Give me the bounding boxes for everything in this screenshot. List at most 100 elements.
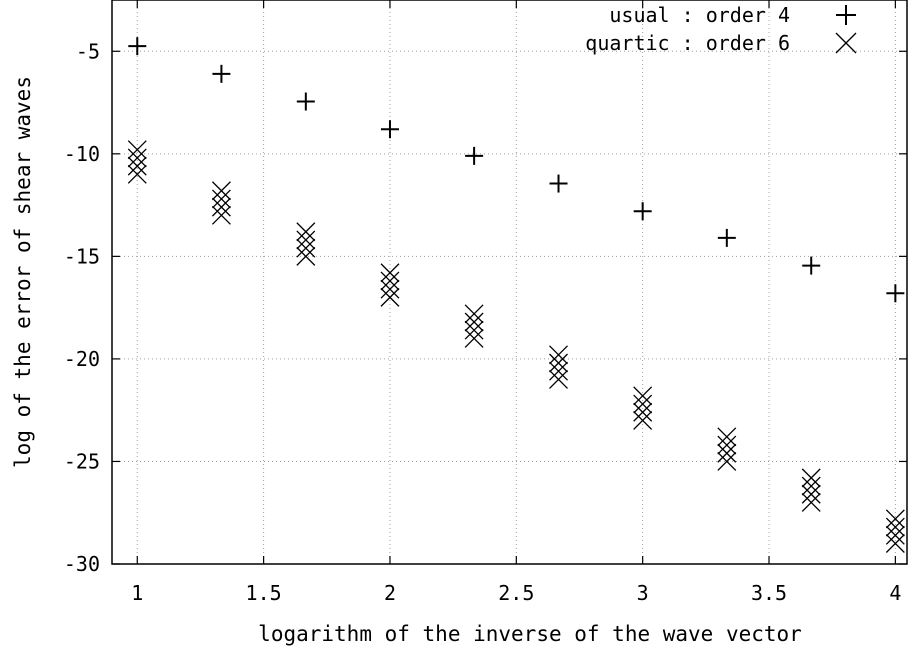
- grid-lines: [112, 0, 908, 565]
- data-points: [127, 37, 905, 553]
- x-axis-title: logarithm of the inverse of the wave vec…: [258, 622, 802, 646]
- y-tick-label: -25: [64, 449, 100, 473]
- cross-marker-b: [296, 246, 316, 266]
- cross-marker-b: [296, 222, 316, 242]
- x-tick-label: 3: [637, 581, 649, 605]
- x-tick-label: 4: [889, 581, 901, 605]
- data-point-cross: [717, 443, 737, 463]
- cross-marker-b: [464, 328, 484, 348]
- y-axis-title: log of the error of shear waves: [11, 76, 35, 468]
- cross-marker-b: [801, 493, 821, 512]
- cross-marker-b: [801, 484, 821, 504]
- data-point-cross: [549, 353, 568, 373]
- data-point-plus: [886, 284, 905, 303]
- data-point-cross: [211, 189, 231, 209]
- cross-marker-b: [717, 427, 737, 447]
- cross-marker-b: [211, 197, 231, 217]
- cross-marker-b: [380, 271, 400, 291]
- data-point-cross: [549, 369, 568, 389]
- y-tick-label: -30: [64, 552, 100, 576]
- cross-marker-b: [549, 369, 568, 389]
- data-point-cross: [464, 328, 484, 348]
- legend: usual : order 4 quartic : order 6: [585, 3, 857, 55]
- cross-marker-b: [633, 410, 653, 430]
- data-point-cross: [127, 148, 147, 168]
- cross-marker-b: [549, 353, 568, 373]
- x-tick-label: 3.5: [751, 581, 787, 605]
- cross-marker-b: [464, 312, 484, 332]
- data-point-cross: [885, 534, 905, 553]
- x-tick-label: 2: [384, 581, 396, 605]
- data-point-cross: [296, 246, 316, 266]
- data-point-cross: [717, 451, 737, 471]
- cross-marker-b: [380, 263, 400, 283]
- data-point-cross: [380, 263, 400, 283]
- data-point-cross: [549, 361, 568, 381]
- data-point-cross: [717, 435, 737, 455]
- cross-marker-b: [127, 140, 147, 160]
- cross-marker-b: [127, 156, 147, 176]
- data-point-cross: [127, 140, 147, 160]
- data-point-cross: [296, 222, 316, 242]
- data-point-plus: [296, 92, 315, 111]
- plot-frame: [111, 0, 908, 565]
- cross-marker-b: [801, 476, 821, 496]
- data-point-plus: [212, 64, 231, 83]
- cross-marker-b: [717, 451, 737, 471]
- cross-marker-b: [296, 238, 316, 258]
- cross-marker-b: [380, 279, 400, 299]
- series-1: [128, 37, 905, 303]
- cross-marker-b: [633, 402, 653, 422]
- axes: 1 1.5 2 2.5 3 3.5 4 -5 -10 -15 -20 -25 -30: [64, 0, 908, 605]
- data-point-cross: [127, 156, 147, 176]
- data-point-cross: [801, 476, 821, 496]
- data-point-cross: [380, 279, 400, 299]
- cross-marker-b: [296, 230, 316, 250]
- data-point-cross: [211, 181, 231, 201]
- cross-marker-b: [835, 32, 857, 54]
- legend-label: usual : order 4: [609, 3, 790, 27]
- data-point-cross: [127, 164, 147, 184]
- data-point-cross: [801, 468, 821, 488]
- cross-marker-b: [717, 443, 737, 463]
- cross-marker-b: [211, 189, 231, 209]
- data-point-plus: [380, 120, 399, 139]
- legend-marker-cross: [835, 32, 857, 54]
- data-point-cross: [801, 493, 821, 512]
- data-point-cross: [885, 525, 905, 545]
- cross-marker-b: [717, 435, 737, 455]
- data-point-cross: [885, 517, 905, 537]
- x-tick-label: 2.5: [498, 581, 534, 605]
- cross-marker-b: [885, 525, 905, 545]
- cross-marker-b: [885, 509, 905, 529]
- data-point-plus: [465, 146, 484, 165]
- cross-marker-b: [801, 468, 821, 488]
- data-point-cross: [464, 304, 484, 324]
- cross-marker-b: [464, 304, 484, 324]
- cross-marker-b: [464, 320, 484, 340]
- data-point-cross: [633, 394, 653, 414]
- x-tick-label: 1: [131, 581, 143, 605]
- y-tick-label: -15: [64, 244, 100, 268]
- x-tick-label: 1.5: [246, 581, 282, 605]
- y-tick-label: -5: [76, 39, 100, 63]
- cross-marker-b: [633, 394, 653, 414]
- data-point-cross: [633, 410, 653, 430]
- data-point-plus: [633, 202, 652, 221]
- data-point-cross: [885, 509, 905, 529]
- data-point-cross: [211, 197, 231, 217]
- cross-marker-b: [380, 287, 400, 307]
- data-point-cross: [380, 287, 400, 307]
- legend-label: quartic : order 6: [585, 31, 790, 55]
- data-point-cross: [801, 484, 821, 504]
- cross-marker-b: [549, 345, 568, 365]
- cross-marker-b: [633, 386, 653, 406]
- data-point-plus: [802, 256, 821, 275]
- data-point-cross: [464, 312, 484, 332]
- data-point-cross: [717, 427, 737, 447]
- data-point-plus: [717, 228, 736, 247]
- cross-marker-b: [885, 534, 905, 553]
- data-point-cross: [296, 238, 316, 258]
- cross-marker-b: [211, 205, 231, 225]
